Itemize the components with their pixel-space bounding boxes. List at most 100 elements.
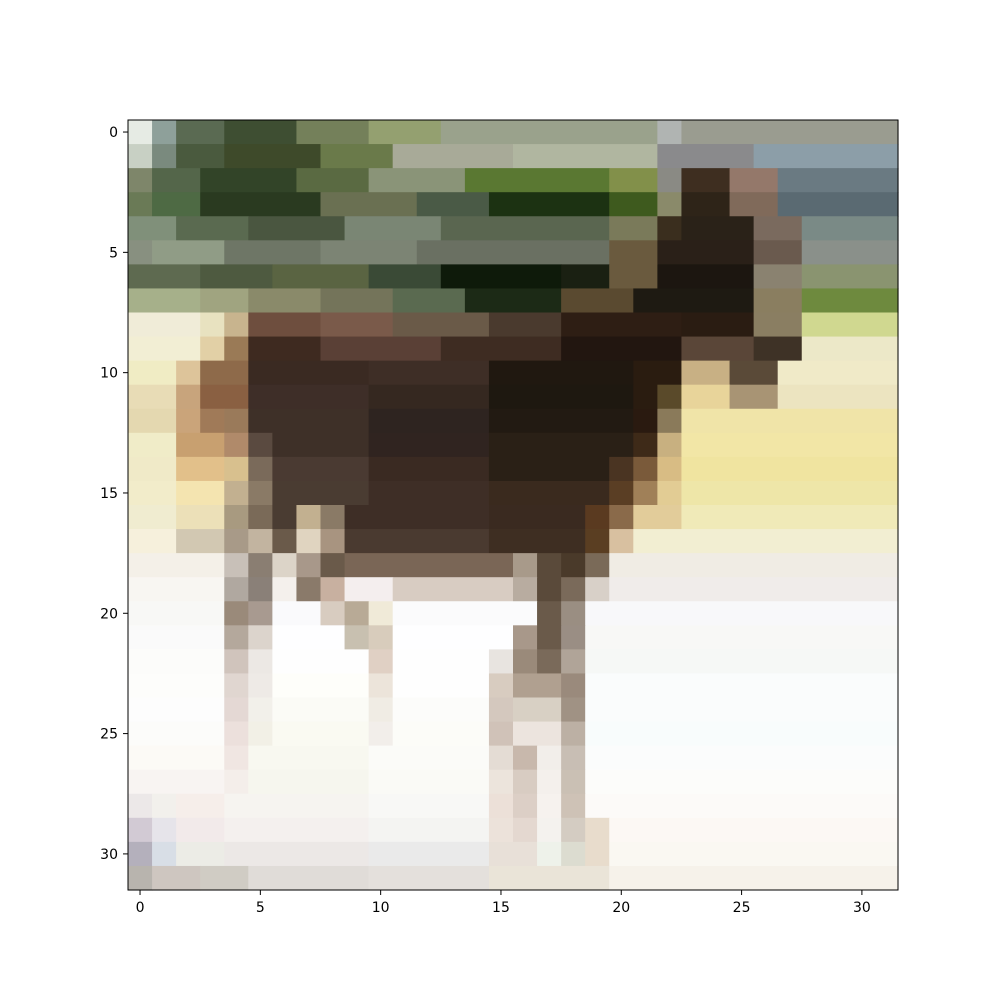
- pixel-band: [777, 384, 899, 410]
- pixel-band: [657, 144, 755, 169]
- pixel-band: [392, 312, 490, 338]
- pixel-band: [368, 841, 490, 867]
- pixel-band: [128, 264, 201, 290]
- pixel-band: [609, 264, 658, 290]
- pixel-band: [272, 505, 298, 530]
- pixel-band: [585, 553, 610, 578]
- pixel-band: [128, 384, 177, 410]
- pixel-band: [488, 769, 514, 795]
- pixel-band: [440, 120, 658, 145]
- pixel-band: [681, 312, 755, 338]
- pixel-band: [368, 360, 490, 386]
- pixel-band: [657, 216, 683, 241]
- pixel-band: [681, 192, 731, 217]
- pixel-band: [128, 529, 177, 554]
- x-tick-label: 0: [136, 900, 145, 916]
- pixel-band: [248, 480, 273, 506]
- pixel-band: [224, 817, 370, 843]
- pixel-band: [296, 168, 370, 193]
- pixel-band: [585, 841, 610, 867]
- pixel-band: [248, 673, 273, 699]
- pixel-band: [128, 625, 225, 650]
- pixel-band: [368, 625, 394, 650]
- pixel-band: [224, 745, 249, 771]
- pixel-band: [128, 769, 225, 795]
- pixel-band: [128, 601, 225, 626]
- pixel-band: [609, 865, 899, 891]
- pixel-band: [128, 144, 153, 169]
- pixel-band: [537, 577, 562, 602]
- pixel-band: [368, 745, 490, 771]
- pixel-band: [176, 384, 201, 410]
- pixel-band: [248, 577, 273, 602]
- pixel-band: [128, 216, 177, 241]
- pixel-band: [777, 360, 899, 386]
- pixel-band: [488, 745, 514, 771]
- pixel-band: [152, 240, 225, 265]
- pixel-band: [368, 120, 442, 145]
- pixel-band: [729, 360, 779, 386]
- pixel-band: [320, 577, 346, 602]
- pixel-band: [368, 264, 442, 290]
- pixel-band: [633, 288, 755, 314]
- pixel-band: [488, 505, 586, 530]
- y-axis: 0 5 10 15 20 25 30: [100, 125, 128, 863]
- pixel-band: [152, 168, 201, 193]
- pixel-band: [681, 432, 899, 458]
- pixel-band: [753, 240, 803, 265]
- pixel-band: [464, 168, 610, 193]
- x-tick-label: 10: [372, 900, 390, 916]
- pixel-band: [537, 841, 562, 867]
- pixel-band: [224, 408, 249, 434]
- pixel-band: [561, 601, 586, 626]
- pixel-band: [609, 553, 899, 578]
- pixel-band: [248, 553, 273, 578]
- pixel-band: [561, 336, 683, 362]
- pixel-band: [633, 529, 899, 554]
- pixel-band: [368, 721, 394, 747]
- pixel-band: [561, 312, 683, 338]
- x-tick-label: 30: [853, 900, 871, 916]
- pixel-band: [176, 120, 225, 145]
- y-tick-label: 30: [100, 847, 118, 863]
- pixel-band: [248, 601, 273, 626]
- pixel-band: [152, 817, 177, 843]
- pixel-band: [416, 240, 610, 265]
- pixel-band: [344, 601, 370, 626]
- pixel-band: [537, 769, 562, 795]
- pixel-band: [224, 577, 249, 602]
- y-tick-label: 5: [109, 245, 118, 261]
- pixel-band: [585, 769, 899, 795]
- pixel-band: [801, 264, 899, 290]
- pixel-band: [801, 240, 899, 265]
- pixel-band: [272, 577, 298, 602]
- pixel-band: [513, 625, 538, 650]
- pixel-band: [488, 312, 562, 338]
- pixel-band: [488, 432, 634, 458]
- pixel-band: [128, 288, 201, 314]
- pixel-band: [392, 625, 514, 650]
- pixel-band: [272, 721, 370, 747]
- pixel-band: [753, 216, 803, 241]
- pixel-band: [464, 288, 562, 314]
- pixel-band: [128, 192, 153, 217]
- pixel-band: [561, 841, 586, 867]
- pixel-band: [320, 144, 394, 169]
- pixel-band: [248, 721, 273, 747]
- pixel-band: [224, 505, 249, 530]
- pixel-band: [224, 769, 249, 795]
- pixel-band: [272, 601, 322, 626]
- pixel-band: [176, 144, 225, 169]
- pixel-band: [128, 432, 177, 458]
- pixel-band: [657, 240, 755, 265]
- pixel-band: [513, 721, 562, 747]
- pixel-band: [320, 529, 346, 554]
- pixel-band: [200, 336, 225, 362]
- x-tick-label: 5: [256, 900, 265, 916]
- pixel-band: [537, 649, 562, 675]
- pixel-band: [200, 288, 249, 314]
- pixel-band: [152, 865, 201, 891]
- pixel-band: [368, 793, 490, 819]
- pixel-band: [128, 697, 225, 723]
- pixel-band: [657, 408, 683, 434]
